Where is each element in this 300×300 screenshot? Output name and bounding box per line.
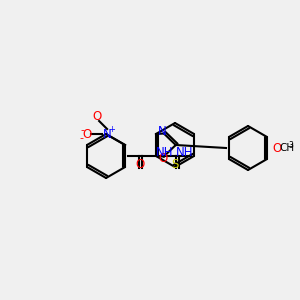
Text: O: O	[158, 152, 167, 165]
Text: CH: CH	[279, 143, 294, 153]
Text: O: O	[92, 110, 102, 124]
Text: O: O	[135, 158, 145, 172]
Text: S: S	[171, 158, 179, 172]
Text: +: +	[108, 125, 115, 134]
Text: NH: NH	[176, 146, 194, 160]
Text: N: N	[103, 128, 112, 140]
Text: O: O	[82, 128, 92, 140]
Text: O: O	[272, 142, 281, 154]
Text: -: -	[80, 125, 84, 135]
Text: -: -	[79, 133, 83, 143]
Text: NH: NH	[156, 146, 174, 160]
Text: N: N	[158, 125, 166, 138]
Text: 3: 3	[288, 140, 293, 149]
